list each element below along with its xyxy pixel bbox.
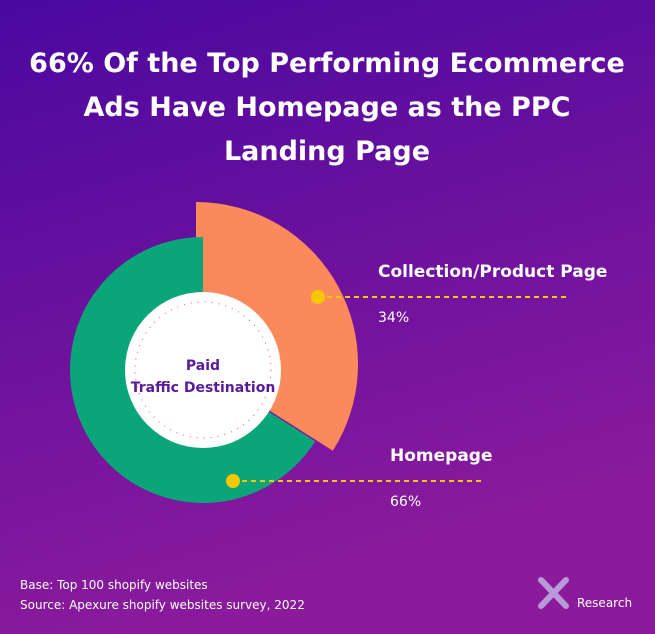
slice-label: Homepage: [390, 446, 493, 466]
chart-title: Ads Have Homepage as the PPC: [84, 92, 571, 123]
center-label: Traffic Destination: [131, 380, 276, 396]
labels: Collection/Product Page 34% Homepage 66%: [226, 262, 607, 510]
logo: Research: [538, 577, 632, 610]
value-label: 66%: [390, 494, 421, 510]
slice: [196, 202, 359, 451]
footnote: Base: Top 100 shopify websites: [20, 578, 208, 592]
value-label: 34%: [378, 310, 409, 326]
logo-mark: [538, 577, 569, 609]
slice-label: Collection/Product Page: [378, 262, 607, 282]
dotted-ring: [134, 301, 272, 439]
leader-dot: [311, 290, 325, 304]
donut-hole: [125, 292, 281, 448]
donut: [70, 202, 359, 503]
brand: Research: [577, 596, 632, 610]
leader-dot: [226, 474, 240, 488]
chart-title: 66% Of the Top Performing Ecommerce: [29, 48, 625, 79]
center-label: Paid: [186, 358, 220, 374]
slice: [70, 237, 316, 503]
footnote: Source: Apexure shopify websites survey,…: [20, 598, 305, 612]
chart-title: Landing Page: [224, 136, 430, 167]
